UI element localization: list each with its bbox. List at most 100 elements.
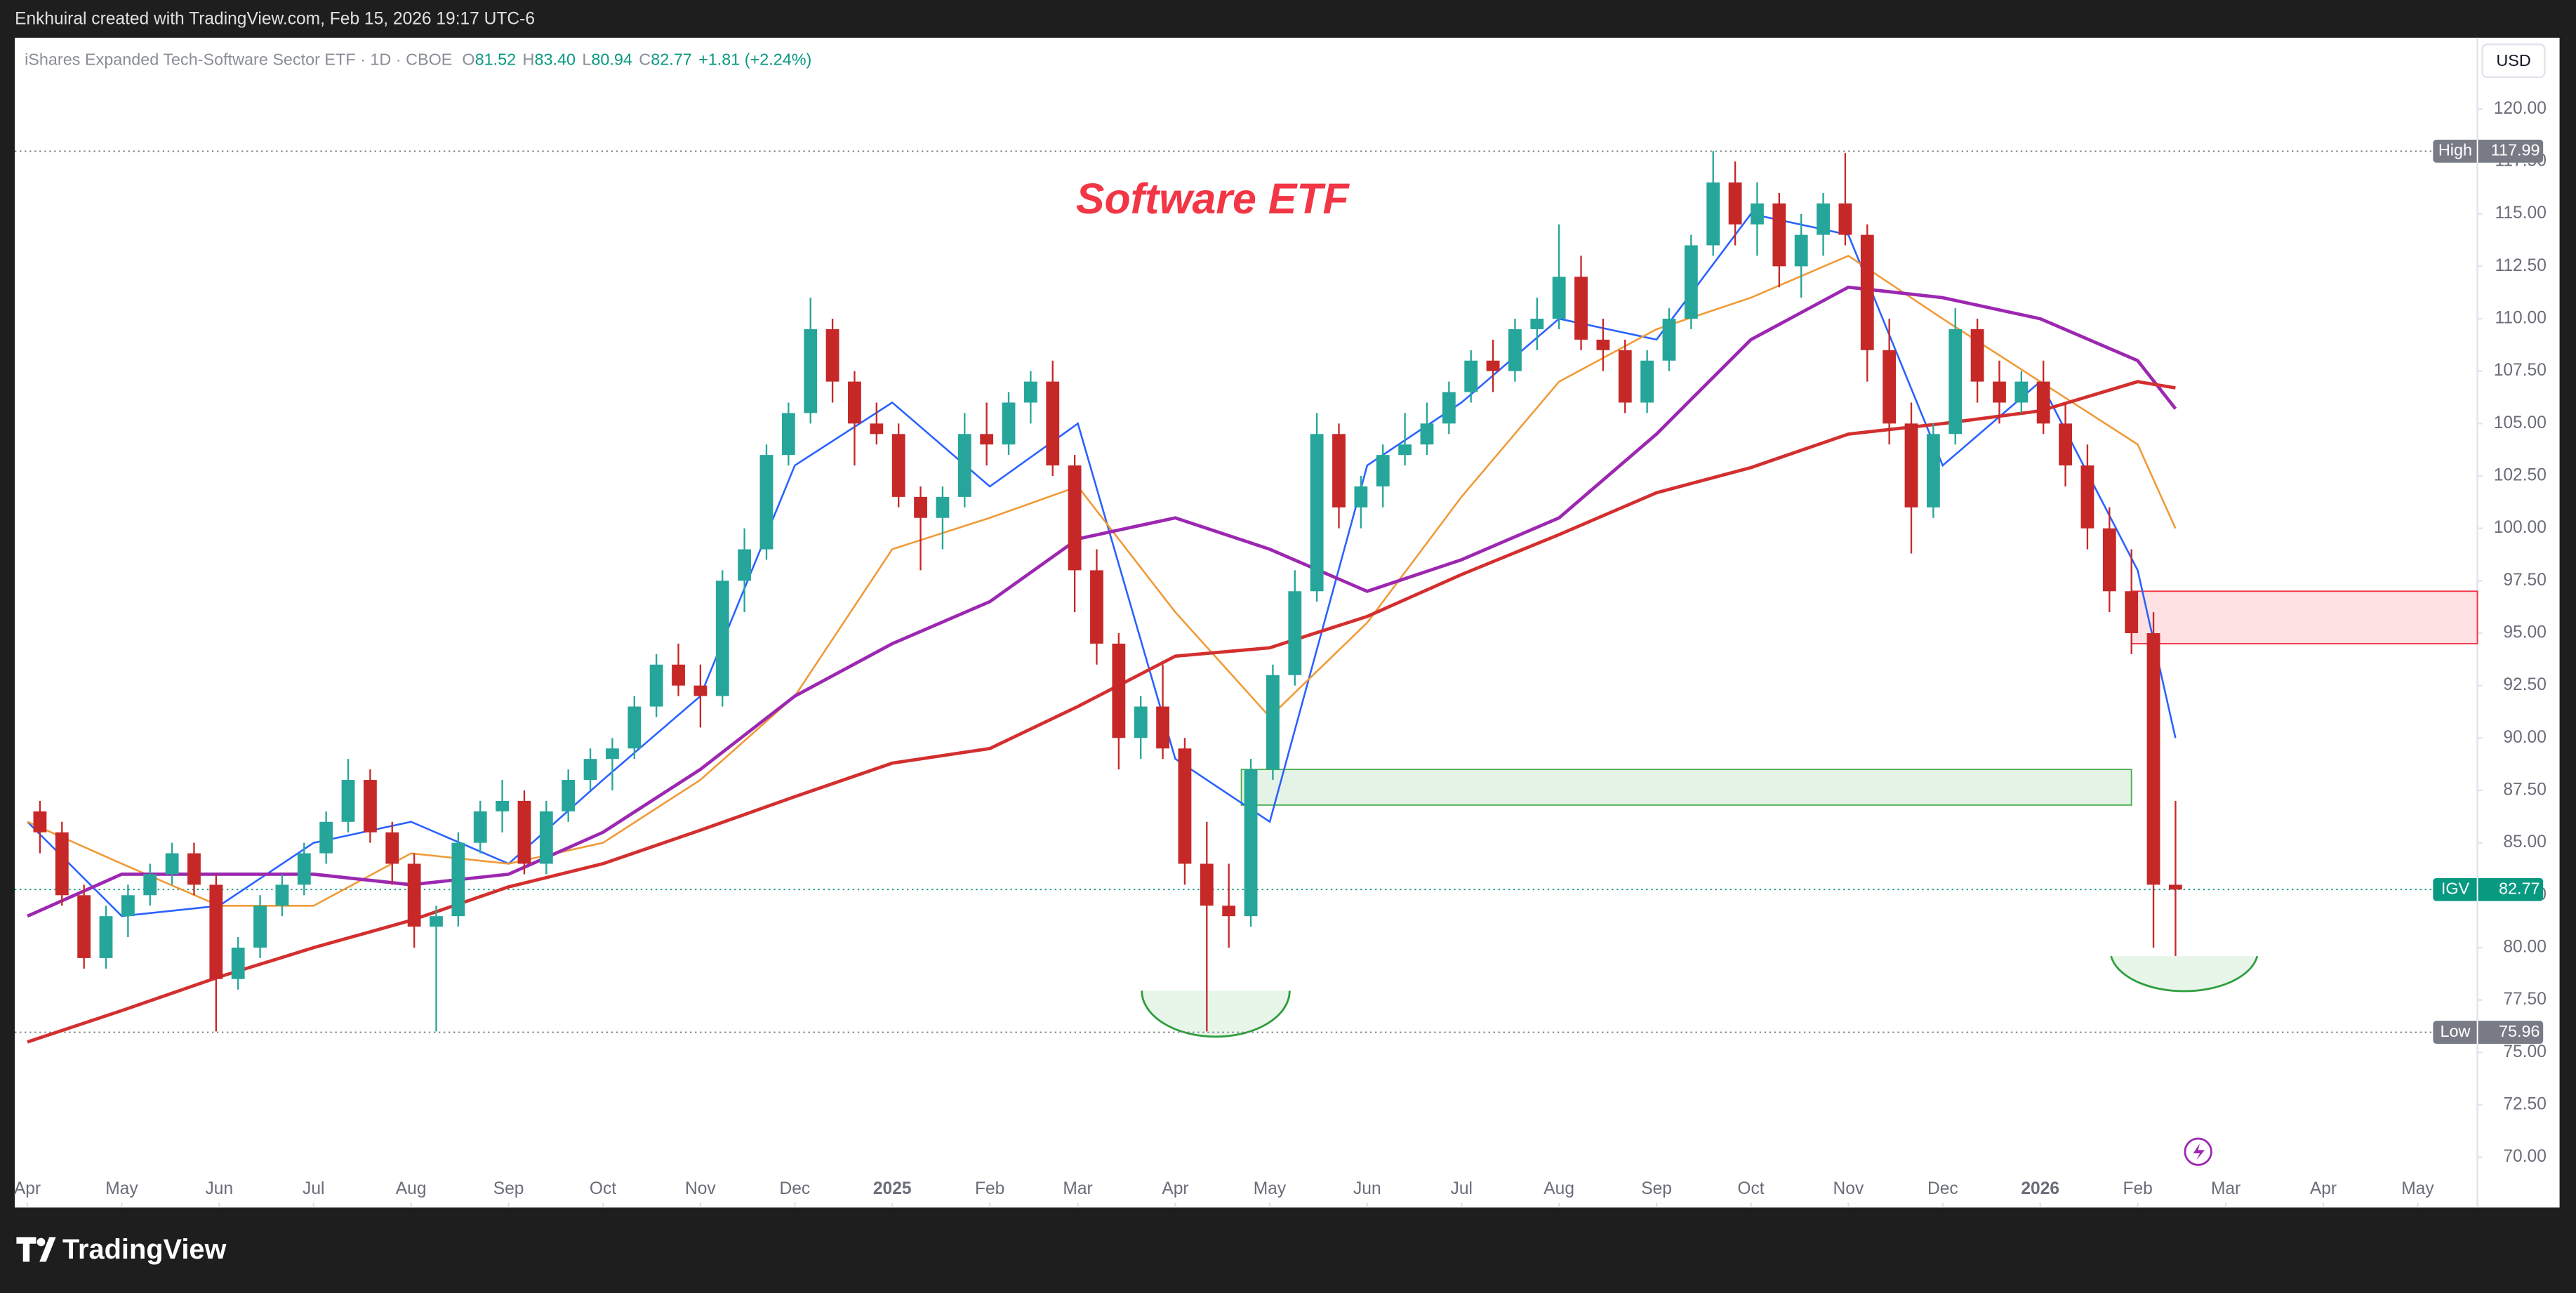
symbol: iShares Expanded Tech-Software Sector ET… bbox=[25, 51, 452, 69]
candle-body bbox=[870, 423, 884, 435]
candle-body bbox=[628, 706, 642, 749]
level-value: 82.77 bbox=[2499, 879, 2540, 897]
x-tick-label: May bbox=[2401, 1179, 2434, 1198]
y-tick-label: 70.00 bbox=[2503, 1147, 2546, 1166]
candle-body bbox=[77, 895, 91, 958]
currency-button[interactable] bbox=[2481, 44, 2546, 79]
candle-body bbox=[1684, 245, 1698, 319]
x-tick-label: Nov bbox=[685, 1179, 716, 1198]
y-tick-label: 90.00 bbox=[2503, 728, 2546, 747]
candle-body bbox=[2059, 423, 2072, 466]
y-tick-label: 75.00 bbox=[2503, 1042, 2546, 1061]
candle-body bbox=[1486, 360, 1500, 371]
ohlc-label: H bbox=[523, 51, 535, 69]
x-tick-label: May bbox=[105, 1179, 138, 1198]
x-tick-label: Mar bbox=[2211, 1179, 2240, 1198]
x-tick-label: Apr bbox=[1162, 1179, 1188, 1198]
candle-body bbox=[2102, 528, 2116, 592]
level-name: IGV bbox=[2441, 879, 2470, 897]
candle-body bbox=[1420, 423, 1434, 445]
candle-body bbox=[1596, 339, 1610, 350]
candle-body bbox=[143, 874, 157, 896]
legend-line: iShares Expanded Tech-Software Sector ET… bbox=[25, 51, 811, 69]
level-name: Low bbox=[2441, 1022, 2471, 1040]
candle-body bbox=[517, 800, 531, 864]
candle-body bbox=[121, 895, 135, 917]
alert-icon-bolt bbox=[2193, 1143, 2205, 1160]
candle-body bbox=[1574, 277, 1588, 340]
candle-body bbox=[55, 832, 69, 896]
candle-body bbox=[1464, 360, 1478, 392]
ohlc-label: L bbox=[582, 51, 591, 69]
candle-body bbox=[891, 434, 905, 497]
candle-body bbox=[1222, 906, 1236, 917]
change: +1.81 (+2.24%) bbox=[698, 51, 811, 69]
level-tag-bg bbox=[2433, 1021, 2544, 1045]
candle-body bbox=[804, 329, 818, 413]
ohlc-value: 83.40 bbox=[534, 51, 576, 69]
candle-body bbox=[2014, 381, 2029, 403]
level-value: 117.99 bbox=[2491, 141, 2540, 159]
level-value: 75.96 bbox=[2499, 1022, 2540, 1040]
y-tick-label: 97.50 bbox=[2503, 571, 2546, 590]
candle-body bbox=[2125, 591, 2139, 633]
y-tick-label: 92.50 bbox=[2503, 675, 2546, 694]
candle-body bbox=[606, 748, 619, 760]
candle-body bbox=[319, 821, 333, 854]
candle-body bbox=[1970, 329, 1984, 382]
x-tick-label: Aug bbox=[396, 1179, 427, 1198]
candle-body bbox=[187, 853, 201, 885]
x-tick-label: Jul bbox=[1451, 1179, 1473, 1198]
candle-body bbox=[1023, 381, 1037, 403]
logo bbox=[16, 1237, 56, 1262]
candle-body bbox=[451, 842, 465, 917]
x-tick-label: Nov bbox=[1833, 1179, 1864, 1198]
x-tick-label: Feb bbox=[975, 1179, 1004, 1198]
candle-body bbox=[1046, 381, 1060, 466]
candle-body bbox=[1860, 234, 1874, 350]
candle-body bbox=[693, 685, 708, 696]
level-tag-bg bbox=[2433, 877, 2544, 901]
candle-body bbox=[1156, 706, 1169, 749]
candle-body bbox=[1817, 203, 1830, 235]
candle-body bbox=[2080, 465, 2094, 529]
brand: TradingView bbox=[62, 1234, 227, 1265]
x-tick-label: Feb bbox=[2123, 1179, 2152, 1198]
x-tick-label: Aug bbox=[1543, 1179, 1574, 1198]
ohlc-label: C bbox=[639, 51, 651, 69]
candle-body bbox=[957, 434, 971, 497]
candle-body bbox=[914, 496, 927, 518]
y-tick-label: 87.50 bbox=[2503, 780, 2546, 799]
candle-body bbox=[1310, 434, 1324, 592]
candle-body bbox=[1002, 402, 1016, 445]
candle-body bbox=[1332, 434, 1346, 508]
candle-body bbox=[1883, 350, 1897, 424]
x-tick-label: 2026 bbox=[2021, 1179, 2059, 1198]
candle-body bbox=[672, 664, 685, 686]
candle-body bbox=[1772, 203, 1786, 267]
y-tick-label: 77.50 bbox=[2503, 990, 2546, 1009]
candle-body bbox=[1354, 486, 1368, 508]
moving-average bbox=[27, 380, 2176, 1044]
candle-body bbox=[407, 863, 421, 927]
zone bbox=[1240, 769, 2132, 806]
candle-body bbox=[1993, 381, 2006, 403]
level-tag-bg bbox=[2433, 140, 2544, 163]
candle-body bbox=[825, 329, 839, 382]
candle-body bbox=[1904, 423, 1918, 508]
x-tick-label: Apr bbox=[2310, 1179, 2337, 1198]
x-tick-label: Oct bbox=[590, 1179, 616, 1198]
candle-body bbox=[1618, 350, 1632, 403]
candle-body bbox=[980, 434, 994, 445]
y-tick-label: 112.50 bbox=[2495, 256, 2547, 275]
candle-body bbox=[1266, 675, 1280, 770]
ohlc-value: 80.94 bbox=[591, 51, 632, 69]
alert-icon[interactable] bbox=[2184, 1137, 2212, 1166]
y-tick-label: 100.00 bbox=[2494, 518, 2547, 537]
candle-body bbox=[1376, 455, 1390, 486]
candle-body bbox=[738, 549, 752, 581]
x-tick-label: Dec bbox=[1927, 1179, 1958, 1198]
candle-body bbox=[2036, 381, 2050, 424]
candle-body bbox=[1288, 591, 1302, 675]
